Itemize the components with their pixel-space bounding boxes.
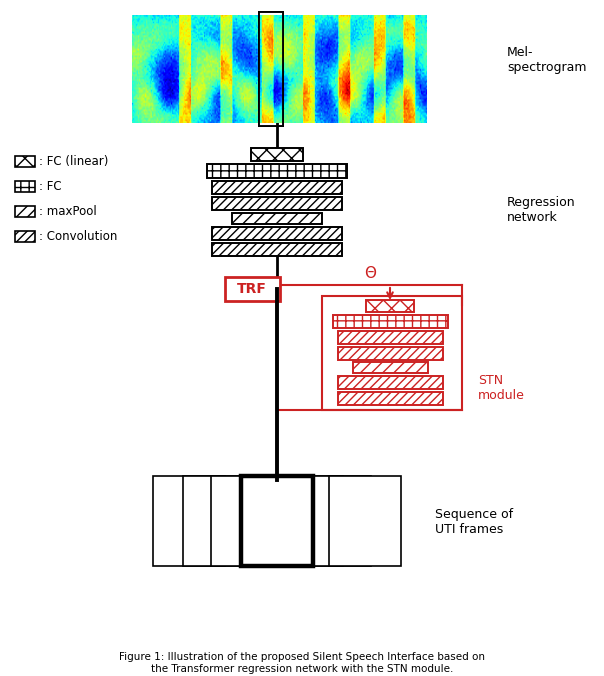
Text: $\Theta$: $\Theta$	[364, 265, 378, 281]
Bar	[212, 227, 342, 240]
Bar	[338, 347, 443, 360]
Bar	[232, 213, 322, 224]
Text: Regression
network: Regression network	[507, 196, 576, 224]
Bar	[211, 476, 283, 566]
Bar	[338, 331, 443, 344]
Bar	[338, 376, 443, 389]
Bar	[251, 148, 303, 161]
Bar	[241, 476, 313, 566]
Bar	[15, 231, 35, 242]
Bar	[329, 476, 401, 566]
Bar	[212, 243, 342, 256]
Text: : Convolution: : Convolution	[39, 230, 117, 243]
Bar	[338, 392, 443, 405]
Bar	[15, 206, 35, 217]
Text: : FC: : FC	[39, 180, 62, 193]
Bar	[271, 476, 343, 566]
Bar	[332, 315, 448, 328]
Bar	[366, 300, 414, 312]
Bar	[153, 476, 225, 566]
Bar	[212, 197, 342, 210]
Bar	[207, 164, 347, 178]
Text: Mel-
spectrogram: Mel- spectrogram	[507, 46, 586, 74]
Text: Figure 1: Illustration of the proposed Silent Speech Interface based on
the Tran: Figure 1: Illustration of the proposed S…	[119, 652, 485, 673]
Bar	[15, 156, 35, 167]
Bar	[225, 277, 280, 301]
Bar	[212, 181, 342, 194]
Bar	[183, 476, 255, 566]
Bar	[353, 362, 428, 373]
Text: Sequence of
UTI frames: Sequence of UTI frames	[435, 508, 513, 536]
Text: : maxPool: : maxPool	[39, 205, 97, 218]
Text: STN
module: STN module	[478, 374, 525, 402]
Text: TRF: TRF	[237, 282, 267, 296]
Bar	[299, 476, 371, 566]
Bar	[322, 296, 462, 410]
Text: : FC (linear): : FC (linear)	[39, 155, 108, 168]
Bar	[15, 181, 35, 192]
